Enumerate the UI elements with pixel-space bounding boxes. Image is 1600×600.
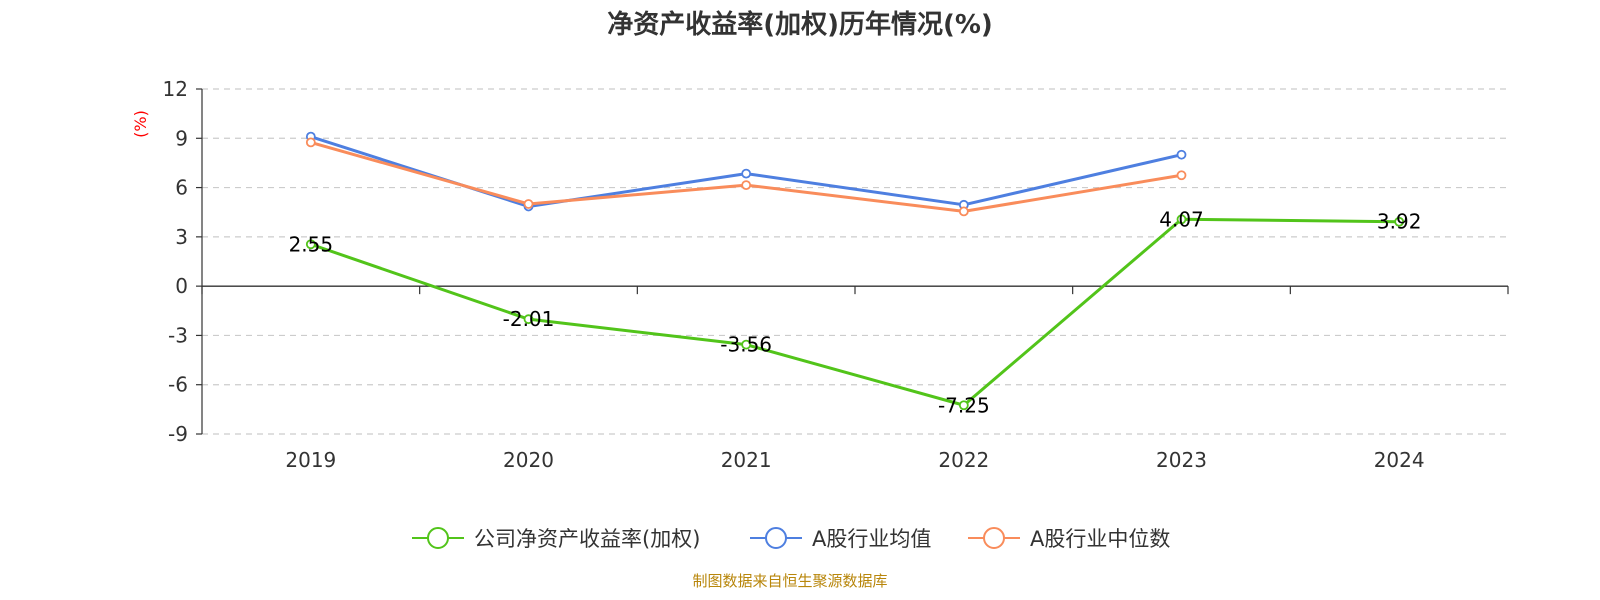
y-tick-label: -9 bbox=[168, 422, 188, 446]
axes bbox=[196, 88, 1509, 435]
legend-label: 公司净资产收益率(加权) bbox=[474, 527, 700, 551]
data-labels: 2.55 -2.01 -3.56 -7.25 4.07 3.92 bbox=[289, 207, 1422, 417]
legend-label: A股行业均值 bbox=[812, 527, 931, 551]
data-point bbox=[523, 314, 534, 325]
y-axis-label: (%) bbox=[131, 110, 150, 138]
legend-marker bbox=[765, 527, 787, 549]
data-point bbox=[741, 180, 752, 191]
grid-lines bbox=[202, 88, 1508, 435]
x-tick-labels: 2019 2020 2021 2022 2023 2024 bbox=[285, 448, 1424, 472]
legend: 公司净资产收益率(加权) A股行业均值 A股行业中位数 bbox=[412, 527, 1170, 551]
x-tick-label: 2023 bbox=[1156, 448, 1207, 472]
y-tick-label: 3 bbox=[175, 225, 188, 249]
x-tick-label: 2020 bbox=[503, 448, 554, 472]
data-label: -2.01 bbox=[503, 307, 555, 331]
y-tick-label: -6 bbox=[168, 373, 188, 397]
y-tick-label: 9 bbox=[175, 126, 188, 150]
legend-label: A股行业中位数 bbox=[1030, 527, 1170, 551]
data-point bbox=[1176, 149, 1187, 160]
data-point bbox=[1176, 214, 1187, 225]
legend-item[interactable]: A股行业中位数 bbox=[968, 527, 1170, 551]
chart-title: 净资产收益率(加权)历年情况(%) bbox=[607, 9, 993, 40]
data-point bbox=[741, 168, 752, 179]
y-tick-label: -3 bbox=[168, 323, 188, 347]
y-tick-label: 0 bbox=[175, 274, 188, 298]
x-tick-label: 2019 bbox=[285, 448, 336, 472]
y-tick-label: 12 bbox=[163, 77, 188, 101]
data-label: -7.25 bbox=[938, 393, 990, 417]
data-point bbox=[1176, 170, 1187, 181]
data-point bbox=[305, 137, 316, 148]
source-note: 制图数据来自恒生聚源数据库 bbox=[692, 572, 887, 590]
legend-item[interactable]: 公司净资产收益率(加权) bbox=[412, 527, 700, 551]
data-label: 4.07 bbox=[1159, 207, 1204, 231]
y-tick-label: 6 bbox=[175, 176, 188, 200]
x-tick-label: 2024 bbox=[1374, 448, 1425, 472]
legend-marker bbox=[983, 527, 1005, 549]
data-point bbox=[958, 400, 969, 411]
data-label: -3.56 bbox=[720, 333, 772, 357]
data-point bbox=[305, 239, 316, 250]
series-line-0 bbox=[310, 217, 1400, 407]
data-point bbox=[741, 339, 752, 350]
data-label: 3.92 bbox=[1377, 210, 1422, 234]
data-point bbox=[958, 206, 969, 217]
data-point bbox=[523, 199, 534, 209]
y-tick-labels: 12 9 6 3 0 -3 -6 -9 bbox=[163, 77, 188, 446]
series-lines bbox=[305, 131, 1405, 411]
data-label: 2.55 bbox=[289, 232, 334, 256]
x-tick-label: 2021 bbox=[721, 448, 772, 472]
legend-item[interactable]: A股行业均值 bbox=[750, 527, 931, 551]
legend-marker bbox=[427, 527, 449, 549]
data-point bbox=[1394, 216, 1405, 227]
x-tick-label: 2022 bbox=[938, 448, 989, 472]
